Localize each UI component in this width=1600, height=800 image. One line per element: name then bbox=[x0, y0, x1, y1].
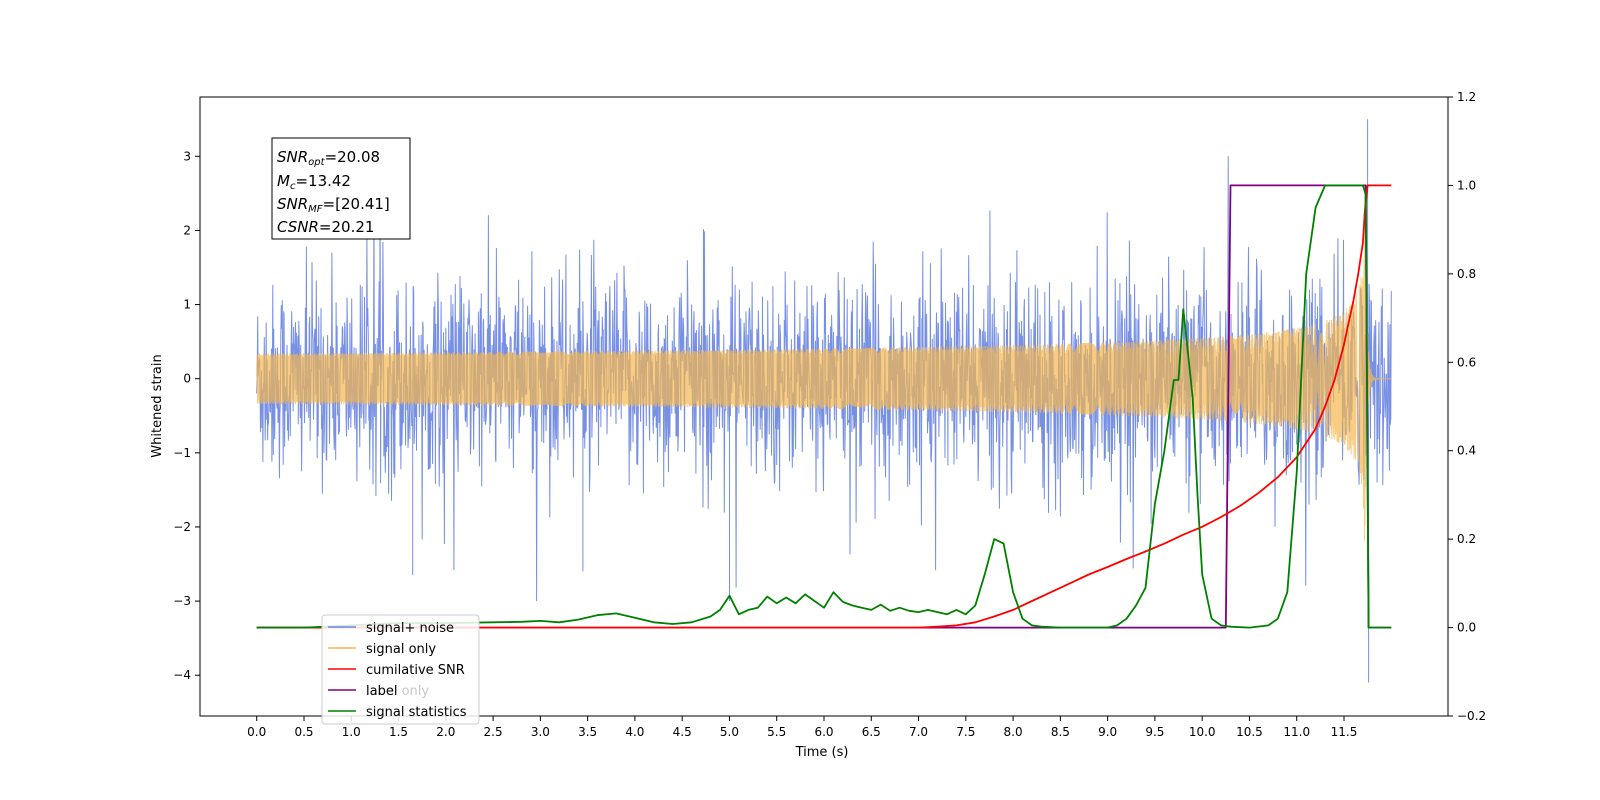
x-tick-label: 1.5 bbox=[389, 725, 408, 739]
csnr-value: =20.21 bbox=[319, 218, 375, 236]
x-tick-label: 7.0 bbox=[909, 725, 928, 739]
y-left-tick-label: 1 bbox=[183, 298, 191, 312]
annotation-box: SNRopt=20.08 Mc=13.42 SNRMF=[20.41] CSNR… bbox=[271, 137, 411, 240]
x-tick-label: 9.5 bbox=[1145, 725, 1164, 739]
x-tick-label: 1.0 bbox=[342, 725, 361, 739]
svg-text:Mc=13.42: Mc=13.42 bbox=[277, 172, 351, 192]
x-tick-label: 4.0 bbox=[625, 725, 644, 739]
y-right-tick-label: 0.6 bbox=[1457, 355, 1476, 369]
x-axis-label: Time (s) bbox=[795, 745, 849, 760]
x-tick-label: 8.0 bbox=[1004, 725, 1023, 739]
y-left-tick-label: −1 bbox=[173, 446, 191, 460]
x-tick-label: 4.5 bbox=[673, 725, 692, 739]
y-left-tick-label: 2 bbox=[183, 223, 191, 237]
series-signal-statistics bbox=[256, 184, 1392, 629]
legend-label-label-only: label only bbox=[366, 684, 429, 699]
mc-value: =13.42 bbox=[295, 172, 351, 190]
x-tick-label: 10.5 bbox=[1236, 725, 1263, 739]
x-tick-label: 9.0 bbox=[1098, 725, 1117, 739]
y-left-tick-label: −3 bbox=[173, 594, 191, 608]
x-tick-label: 5.5 bbox=[767, 725, 786, 739]
x-tick-label: 11.5 bbox=[1331, 725, 1358, 739]
y-right-tick-label: 0.0 bbox=[1457, 621, 1476, 635]
y-left-tick-label: −4 bbox=[173, 668, 191, 682]
svg-text:CSNR=20.21: CSNR=20.21 bbox=[277, 218, 374, 236]
x-tick-label: 3.5 bbox=[578, 725, 597, 739]
snr-mf-value: =[20.41] bbox=[323, 195, 390, 213]
snr-opt-value: =20.08 bbox=[325, 148, 381, 166]
legend-label-signal-noise: signal+ noise bbox=[366, 621, 454, 636]
x-tick-label: 7.5 bbox=[956, 725, 975, 739]
legend-label-signal-statistics: signal statistics bbox=[366, 705, 467, 720]
x-tick-label: 2.5 bbox=[484, 725, 503, 739]
x-tick-label: 5.0 bbox=[720, 725, 739, 739]
x-tick-label: 6.5 bbox=[862, 725, 881, 739]
y-right-tick-label: 0.4 bbox=[1457, 444, 1476, 458]
x-tick-label: 3.0 bbox=[531, 725, 550, 739]
svg-text:SNRMF=[20.41]: SNRMF=[20.41] bbox=[277, 195, 390, 215]
legend: signal+ noise signal only cumilative SNR… bbox=[321, 614, 480, 725]
series-signal-only bbox=[256, 188, 1392, 541]
y-axis-left: −4 −3 −2 −1 0 1 2 3 bbox=[173, 149, 200, 682]
y-left-tick-label: 0 bbox=[183, 372, 191, 386]
x-tick-label: 2.0 bbox=[436, 725, 455, 739]
y-right-tick-label: 0.8 bbox=[1457, 267, 1476, 281]
series-cumulative-snr bbox=[256, 184, 1392, 629]
y-axis-right: −0.2 0.0 0.2 0.4 0.6 0.8 1.0 1.2 bbox=[1448, 90, 1486, 723]
x-tick-label: 6.0 bbox=[814, 725, 833, 739]
legend-label-label: label bbox=[366, 684, 397, 699]
x-tick-label: 8.5 bbox=[1051, 725, 1070, 739]
y-axis-label: Whitened strain bbox=[150, 354, 165, 457]
x-tick-label: 0.0 bbox=[247, 725, 266, 739]
x-tick-label: 0.5 bbox=[294, 725, 313, 739]
series-layer bbox=[256, 119, 1392, 683]
x-axis: 0.0 0.5 1.0 1.5 2.0 2.5 3.0 3.5 4.0 4.5 5.0 5.5 6.0 6… bbox=[247, 716, 1357, 739]
x-tick-label: 10.0 bbox=[1189, 725, 1216, 739]
y-right-tick-label: 1.0 bbox=[1457, 178, 1476, 192]
legend-label-cumulative-snr: cumilative SNR bbox=[366, 663, 465, 678]
y-right-tick-label: 1.2 bbox=[1457, 90, 1476, 104]
legend-label-signal-only: signal only bbox=[366, 642, 436, 657]
x-tick-label: 11.0 bbox=[1283, 725, 1310, 739]
y-left-tick-label: 3 bbox=[183, 149, 191, 163]
y-right-tick-label: −0.2 bbox=[1457, 709, 1486, 723]
y-left-tick-label: −2 bbox=[173, 520, 191, 534]
svg-text:SNRopt=20.08: SNRopt=20.08 bbox=[277, 148, 380, 168]
y-right-tick-label: 0.2 bbox=[1457, 532, 1476, 546]
